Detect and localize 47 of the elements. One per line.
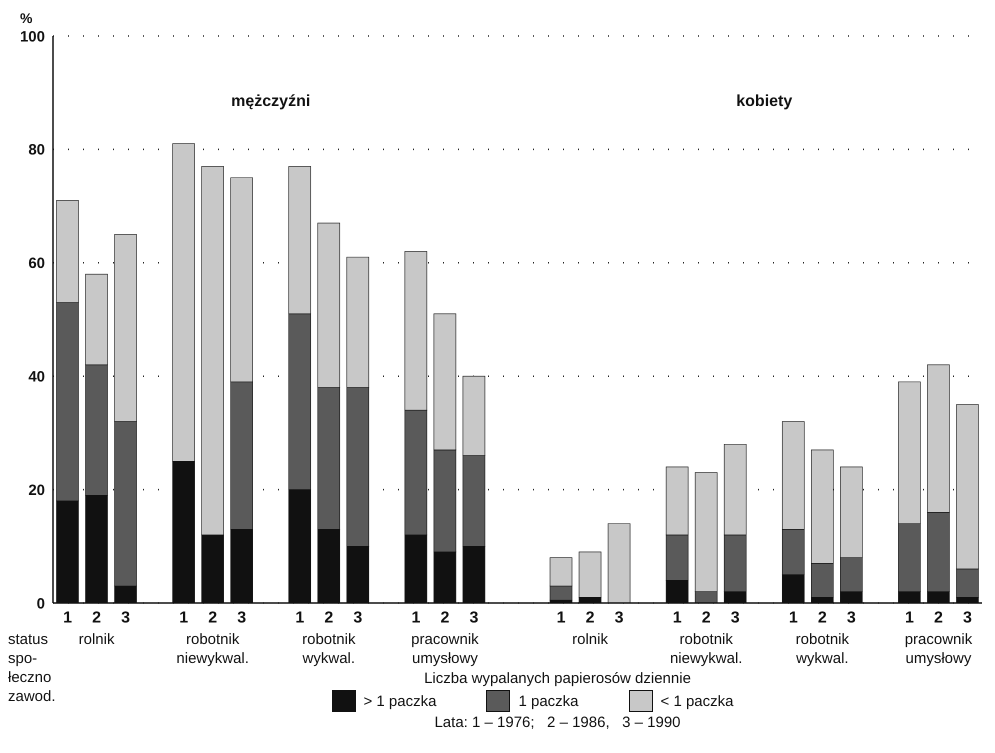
x-tick-label: 3 [730, 609, 740, 626]
text: robotnik wykwal. [794, 630, 850, 668]
x-tick-label: 1 [295, 609, 304, 626]
x-tick-label: 2 [208, 609, 218, 626]
text: rolnik [571, 630, 609, 649]
x-tick-label: 1 [556, 609, 566, 626]
text: Lata: 1 – 1976; 2 – 1986, 3 – 1990 [433, 714, 682, 731]
text: robotnik wykwal. [301, 630, 356, 668]
x-tick-label: 3 [237, 609, 246, 626]
y-tick-label: 80 [28, 142, 45, 159]
annotation: mężczyźni [230, 92, 312, 111]
y-tick-label: 40 [28, 368, 45, 386]
legend-label: > 1 paczka [364, 692, 436, 710]
x-tick-label: 2 [324, 609, 334, 626]
text: robotnik niewykwal. [668, 630, 744, 668]
x-tick-label: 1 [672, 609, 682, 626]
text: rolnik [78, 631, 114, 648]
x-tick-label: 2 [818, 609, 827, 626]
y-tick-label: 60 [28, 255, 45, 272]
x-tick-label: 1 [788, 609, 798, 626]
x-tick-label: 3 [963, 609, 972, 626]
y-axis-title: % [20, 10, 32, 26]
text: robotnik niewykwal. [175, 630, 250, 668]
x-tick-label: 1 [63, 609, 72, 626]
y-tick-label: 0 [36, 595, 45, 612]
x-tick-label: 3 [846, 609, 856, 626]
x-tick-label: 2 [702, 609, 711, 626]
text: status spo- łeczno zawod. [8, 630, 56, 706]
legend-label: < 1 paczka [660, 692, 734, 710]
x-tick-label: 2 [92, 609, 102, 626]
y-tick-label: 100 [20, 28, 45, 46]
x-tick-label: 3 [470, 609, 478, 626]
text: pracownik umysłowy [904, 630, 974, 668]
x-tick-label: 1 [179, 609, 188, 626]
x-tick-label: 3 [121, 609, 130, 626]
x-tick-label: 1 [904, 609, 914, 626]
x-tick-label: 3 [353, 609, 362, 626]
x-tick-label: 2 [440, 609, 450, 626]
annotation: kobiety [735, 92, 794, 111]
legend-label: 1 paczka [518, 692, 579, 710]
x-tick-label: 2 [586, 609, 595, 626]
text: pracownik umysłowy [410, 630, 480, 668]
x-tick-label: 2 [934, 609, 943, 626]
x-tick-label: 1 [411, 609, 420, 626]
legend-title: Liczba wypalanych papierosów dziennie [423, 670, 692, 687]
x-tick-label: 3 [614, 609, 624, 626]
y-tick-label: 20 [28, 482, 45, 499]
